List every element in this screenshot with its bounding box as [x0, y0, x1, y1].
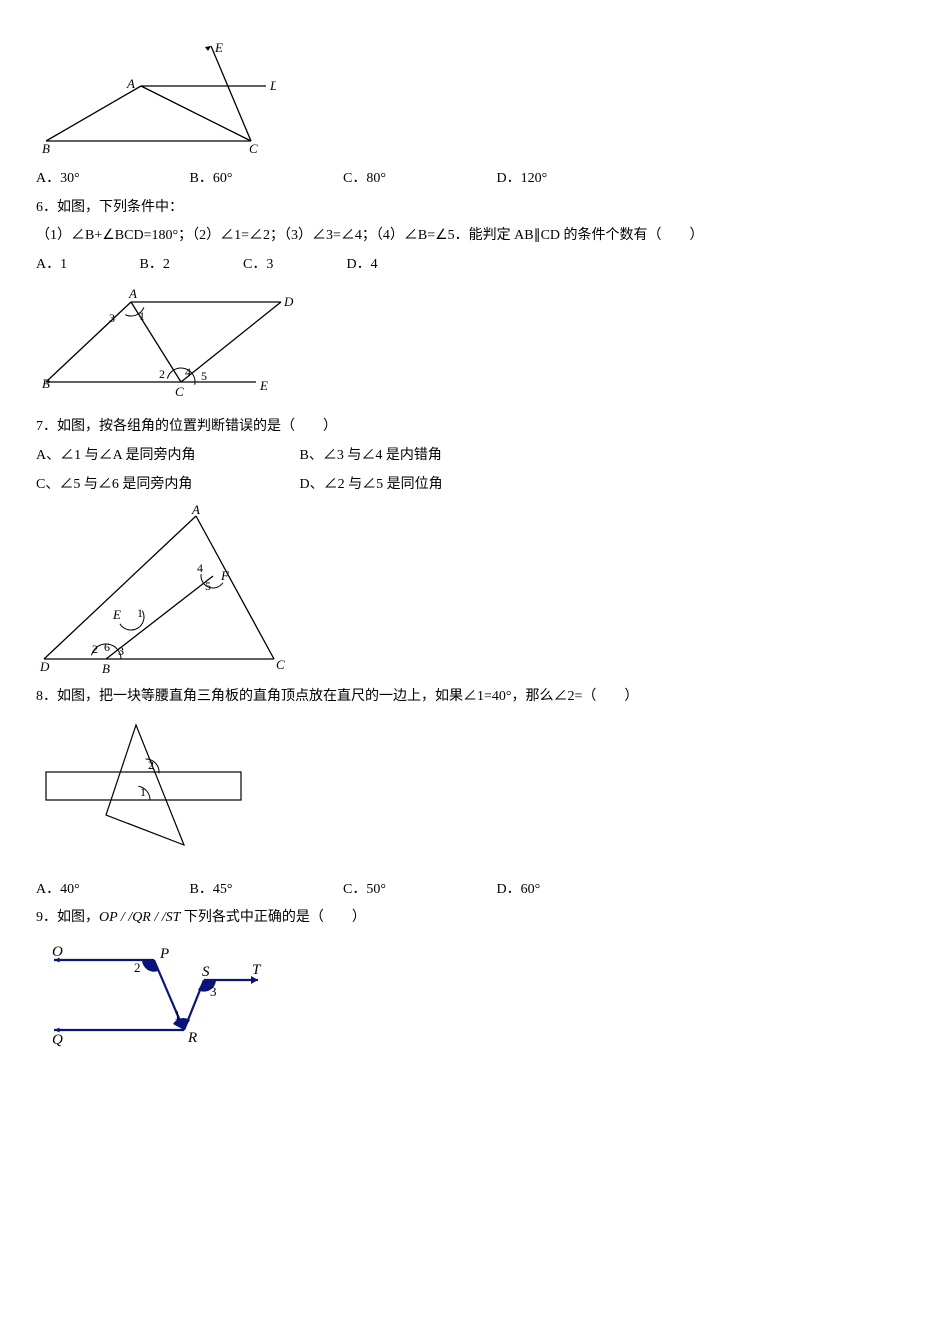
svg-text:1: 1	[137, 606, 143, 620]
svg-text:E: E	[214, 40, 223, 55]
svg-text:B: B	[42, 376, 50, 391]
svg-text:C: C	[175, 384, 184, 399]
svg-text:S: S	[202, 964, 210, 980]
q6-figure: B E C A D 3 1 2 45	[36, 284, 920, 404]
svg-text:2: 2	[92, 642, 98, 656]
svg-text:O: O	[52, 944, 63, 960]
svg-text:3: 3	[109, 311, 115, 325]
q8-options: A．40° B．45° C．50° D．60°	[36, 877, 920, 904]
q9-stem: 9．如图，OP / /QR / /ST 下列各式中正确的是（ ）	[36, 905, 920, 932]
svg-text:3: 3	[210, 984, 217, 999]
svg-text:1: 1	[174, 1008, 181, 1023]
q7-opt-b: B、∠3 与∠4 是内错角	[300, 448, 442, 463]
q8-opt-b: B．45°	[190, 877, 340, 904]
q7-opt-d: D、∠2 与∠5 是同位角	[300, 477, 443, 492]
q9-stem-pre: 9．如图，	[36, 910, 99, 925]
svg-text:T: T	[252, 962, 262, 978]
svg-text:5: 5	[201, 369, 207, 383]
svg-text:6: 6	[104, 640, 110, 654]
q9-stem-mid: OP / /QR / /ST	[99, 910, 180, 925]
svg-text:B: B	[102, 661, 110, 674]
q6-options: A．1 B．2 C．3 D．4	[36, 252, 920, 279]
q8-figure: 12	[36, 717, 920, 867]
svg-text:P: P	[159, 946, 169, 962]
svg-text:C: C	[276, 657, 285, 672]
svg-text:E: E	[259, 378, 268, 393]
q6-stem: 6．如图，下列条件中：	[36, 195, 920, 222]
q5-opt-c: C．80°	[343, 166, 493, 193]
q7-opts-row2: C、∠5 与∠6 是同旁内角 D、∠2 与∠5 是同位角	[36, 472, 920, 499]
q7-opts-row1: A、∠1 与∠A 是同旁内角 B、∠3 与∠4 是内错角	[36, 443, 920, 470]
q8-opt-c: C．50°	[343, 877, 493, 904]
svg-text:R: R	[187, 1030, 197, 1046]
svg-text:A: A	[128, 286, 137, 301]
q7-opt-a: A、∠1 与∠A 是同旁内角	[36, 443, 296, 470]
svg-text:2: 2	[134, 960, 141, 975]
q5-opt-a: A．30°	[36, 166, 186, 193]
svg-text:D: D	[269, 78, 276, 93]
svg-text:Q: Q	[52, 1032, 63, 1048]
q8-opt-a: A．40°	[36, 877, 186, 904]
q6-opt-b: B．2	[140, 252, 240, 279]
svg-text:4: 4	[197, 561, 203, 575]
q6-opt-d: D．4	[347, 252, 447, 279]
svg-text:D: D	[39, 659, 50, 674]
svg-text:B: B	[42, 141, 50, 156]
q7-opt-c: C、∠5 与∠6 是同旁内角	[36, 472, 296, 499]
svg-text:1: 1	[140, 785, 146, 799]
svg-text:4: 4	[185, 365, 191, 379]
svg-text:5: 5	[205, 579, 211, 593]
svg-text:A: A	[191, 504, 200, 517]
svg-text:1: 1	[139, 309, 145, 323]
svg-text:F: F	[220, 568, 230, 583]
svg-text:2: 2	[159, 367, 165, 381]
q6-opt-a: A．1	[36, 252, 136, 279]
q7-figure: A D C B E F 1 2 3 45 6	[36, 504, 920, 674]
q8-stem: 8．如图，把一块等腰直角三角板的直角顶点放在直尺的一边上，如果∠1=40°，那么…	[36, 684, 920, 711]
svg-text:A: A	[126, 76, 135, 91]
q6-opt-c: C．3	[243, 252, 343, 279]
svg-text:3: 3	[118, 644, 124, 658]
q7-stem: 7．如图，按各组角的位置判断错误的是（ ）	[36, 414, 920, 441]
q8-opt-d: D．60°	[497, 877, 647, 904]
q5-options: A．30° B．60° C．80° D．120°	[36, 166, 920, 193]
svg-text:2: 2	[148, 758, 154, 772]
q9-stem-post: 下列各式中正确的是（ ）	[180, 910, 366, 925]
svg-text:E: E	[112, 607, 121, 622]
q5-figure: B C A D E	[36, 36, 920, 156]
q5-opt-d: D．120°	[497, 166, 647, 193]
q5-opt-b: B．60°	[190, 166, 340, 193]
q6-conditions: （1）∠B+∠BCD=180°；（2）∠1=∠2；（3）∠3=∠4；（4）∠B=…	[36, 223, 920, 250]
q9-figure: O P S T Q R 2 1 3	[36, 938, 920, 1048]
svg-text:D: D	[283, 294, 294, 309]
svg-text:C: C	[249, 141, 258, 156]
